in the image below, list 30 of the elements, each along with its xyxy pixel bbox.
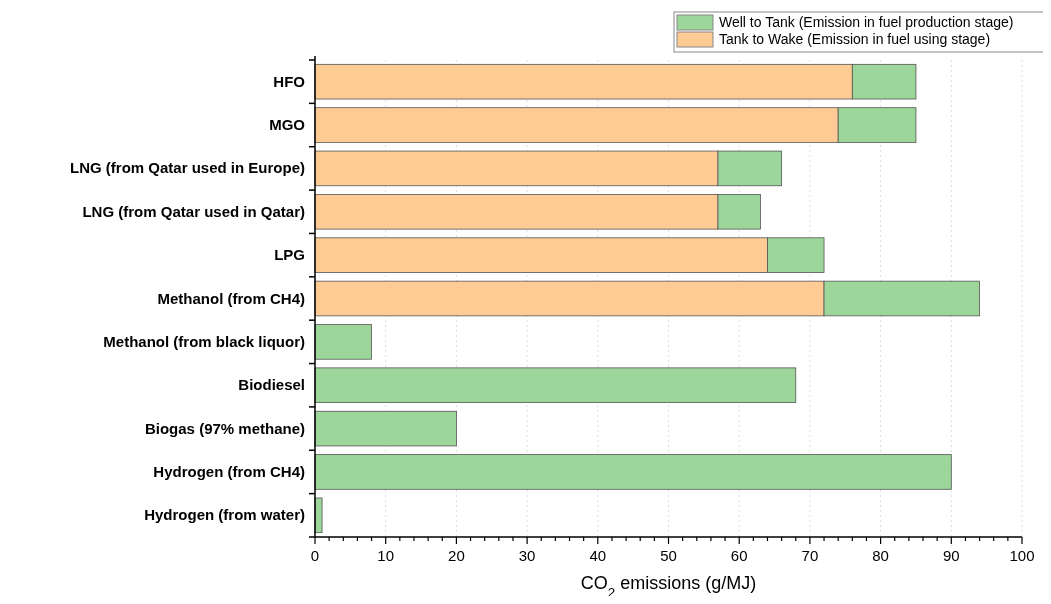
- bar: [314, 324, 372, 360]
- bar: [314, 367, 797, 403]
- x-tick-label: 50: [660, 547, 677, 564]
- y-tick-label: LPG: [274, 246, 305, 264]
- y-tick-label: HFO: [273, 72, 306, 90]
- y-tick-label: Methanol (from CH4): [157, 289, 305, 307]
- y-tick-label: Hydrogen (from CH4): [153, 462, 305, 480]
- x-tick-label: 10: [377, 547, 395, 564]
- x-tick-label: 100: [1009, 547, 1035, 564]
- x-tick-label: 40: [589, 547, 607, 564]
- x-tick-label: 70: [801, 547, 819, 564]
- x-tick-label: 60: [730, 547, 748, 564]
- bar: [314, 454, 952, 490]
- x-tick-label: 30: [518, 547, 536, 564]
- y-tick-label: MGO: [269, 116, 306, 134]
- y-tick-label: Biogas (97% methane): [144, 419, 305, 437]
- x-tick-label: 80: [872, 547, 889, 564]
- y-tick-label: Methanol (from black liquor): [103, 332, 305, 350]
- y-tick-label: LNG (from Qatar used in Europe): [69, 159, 305, 177]
- x-tick-label: 0: [310, 547, 320, 564]
- legend-label: Tank to Wake (Emission in fuel using stage): [719, 31, 991, 47]
- y-tick-label: Biodiesel: [238, 376, 305, 394]
- bar: [314, 497, 323, 534]
- x-tick-label: 20: [448, 547, 465, 564]
- bar: [314, 410, 457, 447]
- y-tick-label: LNG (from Qatar used in Qatar): [82, 202, 305, 220]
- y-tick-label: Hydrogen (from water): [144, 506, 305, 524]
- legend-label: Well to Tank (Emission in fuel production stage): [719, 14, 1014, 30]
- x-tick-label: 90: [942, 547, 960, 564]
- x-axis-title: CO$_{2}$ emissions (g/MJ): [580, 573, 757, 600]
